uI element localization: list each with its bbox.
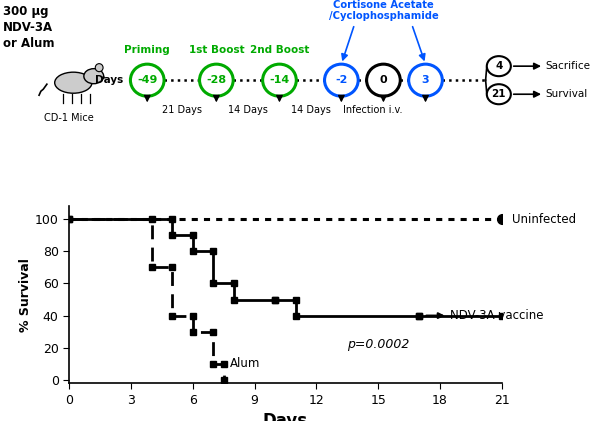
Ellipse shape bbox=[200, 64, 233, 96]
Ellipse shape bbox=[487, 84, 511, 104]
Text: Uninfected: Uninfected bbox=[512, 213, 576, 226]
Ellipse shape bbox=[325, 64, 358, 96]
Ellipse shape bbox=[263, 64, 296, 96]
Ellipse shape bbox=[55, 72, 92, 93]
Text: -28: -28 bbox=[206, 75, 227, 85]
Text: Sacrifice: Sacrifice bbox=[546, 61, 591, 71]
Text: 3: 3 bbox=[422, 75, 429, 85]
Text: -14: -14 bbox=[269, 75, 290, 85]
Text: 300 µg
NDV-3A
or Alum: 300 µg NDV-3A or Alum bbox=[3, 5, 55, 50]
X-axis label: Days: Days bbox=[263, 412, 308, 421]
Ellipse shape bbox=[130, 64, 164, 96]
Text: 14 Days: 14 Days bbox=[228, 105, 267, 115]
Y-axis label: % Survival: % Survival bbox=[19, 258, 32, 332]
Text: -49: -49 bbox=[137, 75, 157, 85]
Text: -2: -2 bbox=[335, 75, 347, 85]
Text: 1st Boost: 1st Boost bbox=[189, 45, 244, 55]
Text: Days: Days bbox=[95, 75, 123, 85]
Text: 4: 4 bbox=[495, 61, 502, 71]
Text: Priming: Priming bbox=[124, 45, 170, 55]
Text: Survival: Survival bbox=[546, 89, 588, 99]
Text: 21 Days: 21 Days bbox=[162, 105, 201, 115]
Text: Infection i.v.: Infection i.v. bbox=[343, 105, 403, 115]
Text: 0: 0 bbox=[380, 75, 387, 85]
Text: Alum: Alum bbox=[230, 357, 260, 370]
Text: 14 Days: 14 Days bbox=[291, 105, 331, 115]
Ellipse shape bbox=[409, 64, 442, 96]
Ellipse shape bbox=[84, 69, 104, 84]
Text: p=0.0002: p=0.0002 bbox=[347, 338, 410, 351]
Text: 2nd Boost: 2nd Boost bbox=[250, 45, 309, 55]
Ellipse shape bbox=[95, 64, 103, 72]
Text: 21: 21 bbox=[492, 89, 506, 99]
Ellipse shape bbox=[487, 56, 511, 76]
Ellipse shape bbox=[367, 64, 400, 96]
Text: Cortisone Acetate
/Cyclophosphamide: Cortisone Acetate /Cyclophosphamide bbox=[329, 0, 438, 21]
Text: NDV-3A vaccine: NDV-3A vaccine bbox=[426, 309, 544, 322]
Text: CD-1 Mice: CD-1 Mice bbox=[44, 113, 94, 123]
